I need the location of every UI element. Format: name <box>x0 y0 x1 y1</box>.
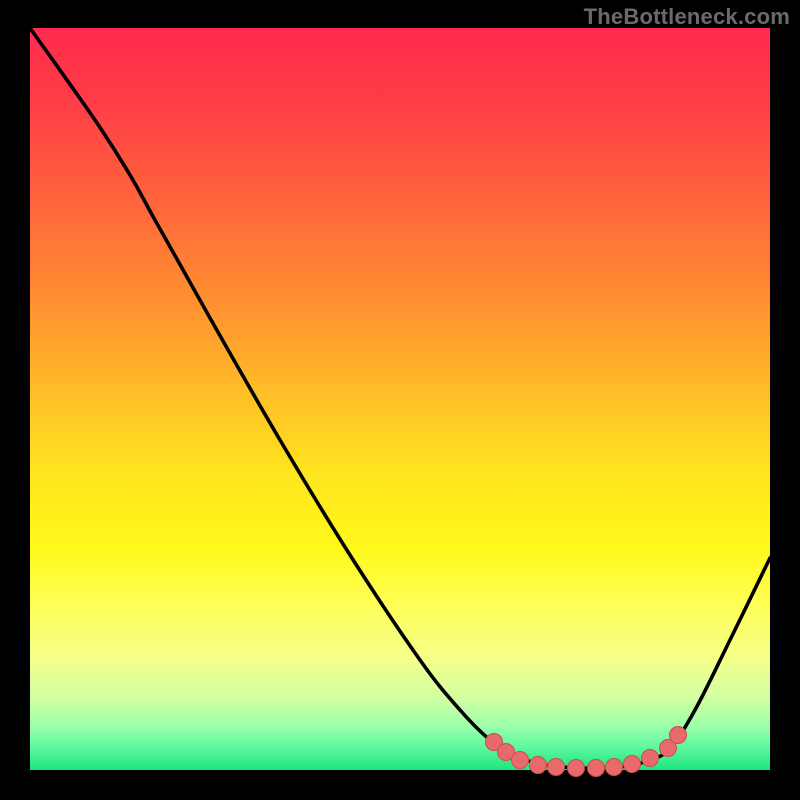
optimal-point-marker <box>588 760 605 777</box>
optimal-point-marker <box>530 757 547 774</box>
bottleneck-curve <box>0 0 800 800</box>
optimal-point-marker <box>512 752 529 769</box>
bottleneck-chart: TheBottleneck.com <box>0 0 800 800</box>
optimal-point-marker <box>642 750 659 767</box>
optimal-point-marker <box>548 759 565 776</box>
optimal-point-marker <box>568 760 585 777</box>
watermark-text: TheBottleneck.com <box>584 4 790 30</box>
optimal-point-marker <box>606 759 623 776</box>
optimal-point-marker <box>624 756 641 773</box>
optimal-point-marker <box>670 727 687 744</box>
